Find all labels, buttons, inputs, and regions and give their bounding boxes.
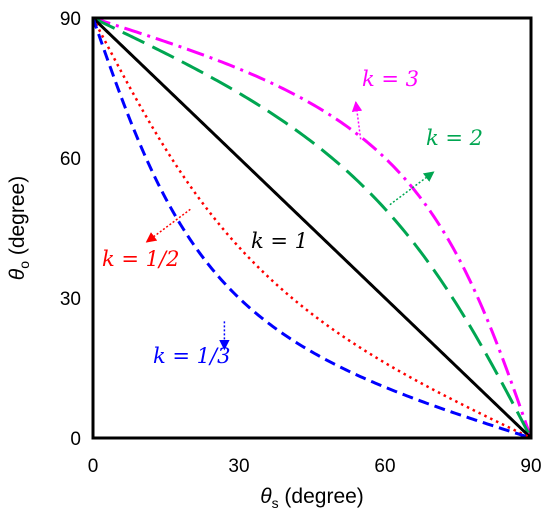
x-axis-symbol: θ <box>260 485 272 508</box>
series-line-3 <box>91 17 532 440</box>
y-axis-symbol: θ <box>6 268 29 280</box>
label-k1: k = 1 <box>251 229 308 253</box>
x-axis-title: θs (degree) <box>260 485 364 511</box>
tick-labels: 0 30 60 90 0 30 60 90 <box>60 9 542 477</box>
y-axis-subscript: o <box>16 261 32 269</box>
y-tick-label: 90 <box>60 9 81 30</box>
y-tick-label: 0 <box>70 429 81 450</box>
x-axis-subscript: s <box>272 495 279 511</box>
label-k1-3: k = 1/3 <box>153 344 230 368</box>
series-layer <box>91 16 533 440</box>
y-tick-label: 30 <box>60 289 81 310</box>
label-k1-2-text: k = 1/2 <box>102 247 179 271</box>
label-k1-text: k = 1 <box>251 229 308 253</box>
series-line-0 <box>92 16 533 439</box>
x-axis-unit: (degree) <box>279 485 364 508</box>
label-k3: k = 3 <box>362 67 419 91</box>
x-tick-label: 60 <box>374 456 395 477</box>
annotation-arrow-1 <box>389 171 435 206</box>
x-tick-label: 30 <box>228 456 249 477</box>
x-tick-label: 90 <box>520 456 541 477</box>
series-line-1 <box>92 16 533 439</box>
plot-frame <box>91 16 533 440</box>
label-k1-2: k = 1/2 <box>102 247 179 271</box>
x-tick-label: 0 <box>88 456 99 477</box>
label-k2: k = 2 <box>426 126 483 150</box>
y-tick-label: 60 <box>60 149 81 170</box>
series-line-2 <box>91 16 533 440</box>
label-k2-text: k = 2 <box>426 126 483 150</box>
annotation-arrow-3 <box>145 208 191 243</box>
y-axis-title: θo (degree) <box>6 176 32 280</box>
y-axis-unit: (degree) <box>6 176 29 261</box>
label-k1-3-text: k = 1/3 <box>153 344 230 368</box>
annotation-arrows <box>145 100 435 351</box>
series-line-4 <box>91 17 532 440</box>
label-k3-text: k = 3 <box>362 67 419 91</box>
